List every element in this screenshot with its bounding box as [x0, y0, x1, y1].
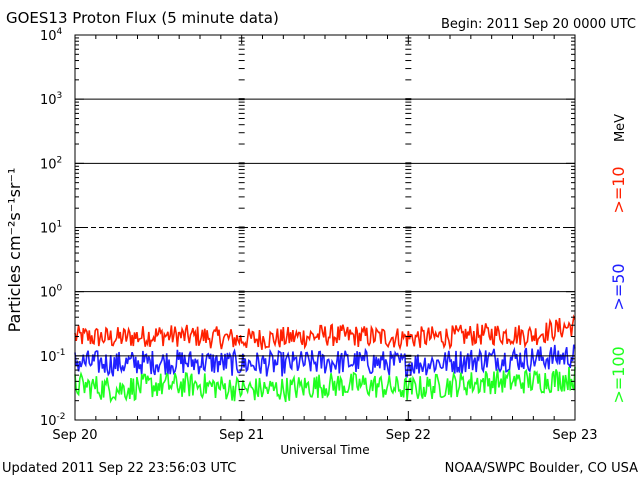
axes: Sep 20 Sep 21 Sep 22 Sep 23 10-2 10-1 100 101 10…	[40, 27, 598, 443]
chart-title: GOES13 Proton Flux (5 minute data)	[6, 9, 279, 27]
begin-label: Begin: 2011 Sep 20 0000 UTC	[441, 17, 636, 32]
x-axis-label: Universal Time	[280, 443, 369, 457]
plot-content	[74, 314, 576, 404]
y-tick-label: 101	[40, 220, 62, 237]
y-tick-label: 103	[40, 91, 62, 108]
series-line-ge50	[74, 344, 576, 378]
y-tick-label: 10-2	[40, 412, 66, 429]
x-tick-label: Sep 20	[52, 428, 97, 443]
y-tick-label: 100	[40, 284, 63, 301]
y-tick-label: 102	[40, 155, 62, 172]
series-line-ge10	[74, 314, 576, 351]
x-tick-label: Sep 21	[219, 428, 264, 443]
y-tick-label: 10-1	[40, 348, 66, 365]
y-tick-label: 104	[40, 27, 63, 44]
y-axis-label: Particles cm⁻²s⁻¹sr⁻¹	[5, 168, 24, 333]
series-line-ge100	[74, 366, 576, 404]
x-tick-label: Sep 23	[552, 428, 597, 443]
legend-ge50: >=50	[609, 263, 628, 310]
credit-label: NOAA/SWPC Boulder, CO USA	[445, 461, 638, 476]
x-tick-label: Sep 22	[386, 428, 431, 443]
energy-unit-label: MeV	[613, 114, 628, 142]
legend-ge100: >=100	[609, 346, 628, 403]
legend-ge10: >=10	[609, 166, 628, 213]
updated-timestamp: Updated 2011 Sep 22 23:56:03 UTC	[2, 461, 236, 476]
